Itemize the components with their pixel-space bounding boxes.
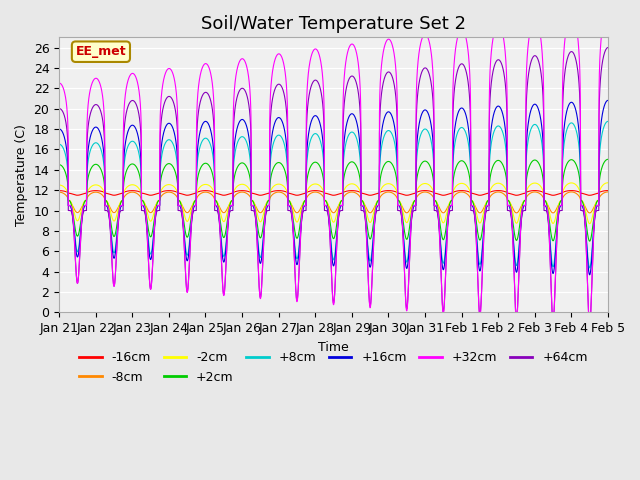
Legend: -16cm, -8cm, -2cm, +2cm, +8cm, +16cm, +32cm, +64cm: -16cm, -8cm, -2cm, +2cm, +8cm, +16cm, +3… xyxy=(74,347,593,389)
X-axis label: Time: Time xyxy=(318,341,349,354)
Text: EE_met: EE_met xyxy=(76,45,126,58)
Y-axis label: Temperature (C): Temperature (C) xyxy=(15,124,28,226)
Title: Soil/Water Temperature Set 2: Soil/Water Temperature Set 2 xyxy=(201,15,466,33)
